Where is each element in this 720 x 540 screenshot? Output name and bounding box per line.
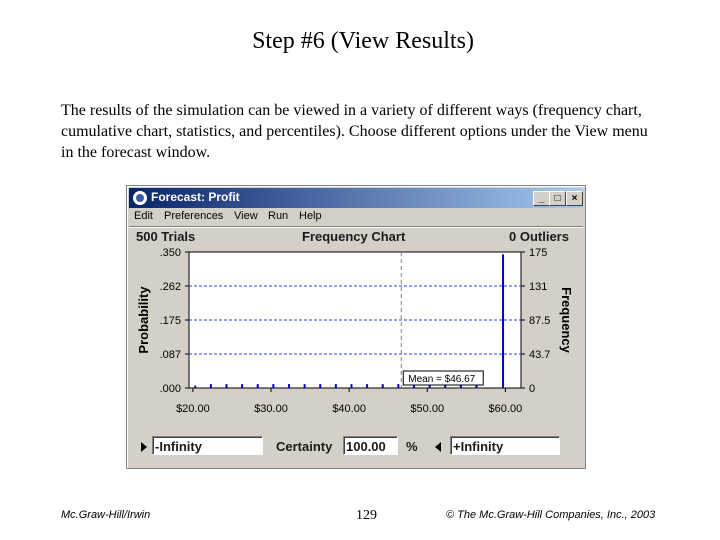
close-button[interactable]: × bbox=[566, 191, 583, 206]
y-tick-label-right: 43.7 bbox=[529, 349, 550, 361]
menu-run[interactable]: Run bbox=[268, 210, 289, 222]
y-tick-label-left: .350 bbox=[160, 247, 181, 259]
x-tick-label: $60.00 bbox=[489, 403, 523, 415]
outliers-count: 0 Outliers bbox=[509, 229, 569, 244]
menu-edit[interactable]: Edit bbox=[134, 210, 153, 222]
footer-copyright: © The Mc.Graw-Hill Companies, Inc., 2003 bbox=[446, 509, 656, 521]
maximize-button[interactable]: □ bbox=[549, 191, 566, 206]
footer-publisher: Mc.Graw-Hill/Irwin bbox=[61, 509, 151, 521]
upper-grabber-arrow-icon[interactable] bbox=[435, 442, 441, 452]
y-axis-label-right: Frequency bbox=[559, 287, 574, 354]
slide-title: Step #6 (View Results) bbox=[252, 28, 474, 54]
menu-help[interactable]: Help bbox=[299, 210, 322, 222]
certainty-label: Certainty bbox=[276, 439, 333, 454]
x-tick-label: $20.00 bbox=[176, 403, 210, 415]
certainty-field[interactable]: 100.00 bbox=[343, 436, 398, 455]
mean-label: Mean = $46.67 bbox=[408, 374, 475, 385]
y-axis-label-left: Probability bbox=[136, 286, 151, 354]
trials-count: 500 Trials bbox=[136, 229, 196, 244]
y-tick-label-right: 131 bbox=[529, 281, 547, 293]
y-tick-label-left: .262 bbox=[160, 281, 181, 293]
percent-label: % bbox=[406, 439, 418, 454]
x-tick-label: $30.00 bbox=[254, 403, 288, 415]
certainty-row: -Infinity Certainty 100.00 % +Infinity bbox=[127, 434, 585, 460]
lower-bound-field[interactable]: -Infinity bbox=[152, 436, 263, 455]
menu-preferences[interactable]: Preferences bbox=[164, 210, 224, 222]
frequency-chart: .000 0 .087 43.7 .175 87.5 .262 131 .350 175 $20.0… bbox=[136, 247, 574, 415]
menu-separator bbox=[129, 226, 583, 228]
menubar: Edit Preferences View Run Help bbox=[129, 208, 583, 226]
lower-grabber-arrow-icon[interactable] bbox=[141, 442, 147, 452]
x-tick-label: $50.00 bbox=[410, 403, 444, 415]
page-number: 129 bbox=[356, 508, 377, 523]
minimize-button[interactable]: _ bbox=[533, 191, 550, 206]
window-titlebar[interactable]: Forecast: Profit _ □ × bbox=[129, 188, 583, 208]
window-title: Forecast: Profit bbox=[151, 190, 240, 204]
slide-body: The results of the simulation can be vie… bbox=[61, 102, 648, 161]
y-tick-label-right: 175 bbox=[529, 247, 547, 259]
forecast-window: Forecast: Profit _ □ × Edit Preferences … bbox=[126, 185, 586, 469]
y-tick-label-left: .175 bbox=[160, 315, 181, 327]
x-tick-label: $40.00 bbox=[332, 403, 366, 415]
upper-bound-field[interactable]: +Infinity bbox=[450, 436, 560, 455]
y-tick-label-right: 87.5 bbox=[529, 315, 550, 327]
chart-name: Frequency Chart bbox=[302, 229, 406, 244]
menu-view[interactable]: View bbox=[234, 210, 258, 222]
y-tick-label-left: .087 bbox=[160, 349, 181, 361]
y-tick-label-left: .000 bbox=[160, 383, 181, 395]
mean-label-box bbox=[402, 370, 484, 386]
crystal-ball-icon bbox=[133, 191, 147, 205]
y-tick-label-right: 0 bbox=[529, 383, 535, 395]
